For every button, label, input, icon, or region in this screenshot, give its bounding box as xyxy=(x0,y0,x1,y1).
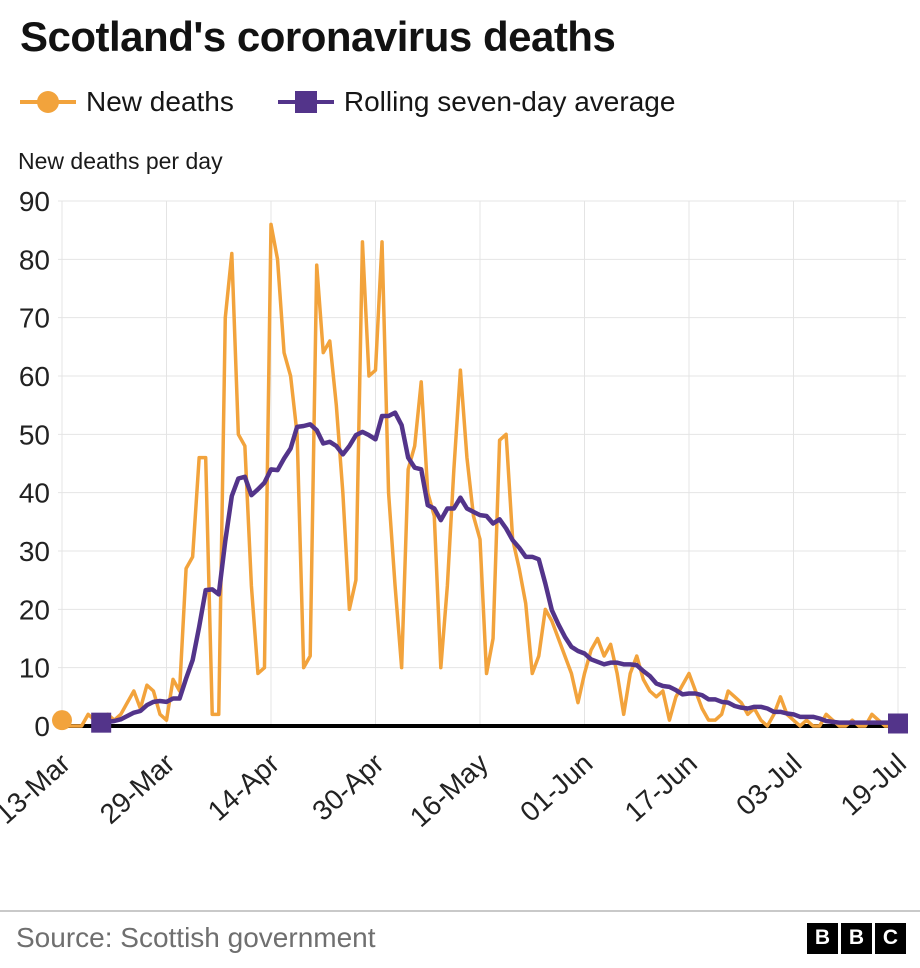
bbc-logo-letter: B xyxy=(841,922,872,954)
legend-label-new-deaths: New deaths xyxy=(86,86,234,118)
legend-label-rolling-average: Rolling seven-day average xyxy=(343,86,676,118)
x-tick-label: 29-Mar xyxy=(94,748,181,830)
rolling-average-line xyxy=(98,410,901,726)
x-tick-label: 30-Apr xyxy=(306,748,389,827)
y-tick-label: 70 xyxy=(19,303,50,334)
new-deaths-line xyxy=(60,222,900,728)
y-tick-label: 60 xyxy=(19,361,50,392)
y-tick-label: 10 xyxy=(19,653,50,684)
new-deaths-start-marker xyxy=(52,710,72,731)
new-deaths-legend-icon xyxy=(20,91,76,114)
y-tick-label: 20 xyxy=(19,595,50,626)
y-axis-title: New deaths per day xyxy=(18,148,223,175)
x-tick-label: 19-Jul xyxy=(835,748,912,822)
legend-item-new-deaths: New deaths xyxy=(20,86,234,118)
bbc-logo-letter: B xyxy=(807,922,838,954)
y-tick-label: 40 xyxy=(19,478,50,509)
y-tick-label: 80 xyxy=(19,245,50,276)
line-chart: 0 10 20 30 40 50 60 70 80 90 13-Mar 29-Mar 14-Apr 30-… xyxy=(0,186,912,834)
x-tick-label: 03-Jul xyxy=(730,748,807,822)
legend-item-rolling-average: Rolling seven-day average xyxy=(277,86,676,118)
chart-legend: New deaths Rolling seven-day average xyxy=(20,86,920,118)
bbc-logo-letter: C xyxy=(875,922,906,954)
source-text: Source: Scottish government xyxy=(16,922,376,953)
x-tick-label: 16-May xyxy=(404,748,494,834)
page-title: Scotland's coronavirus deaths xyxy=(20,13,616,60)
rolling-average-end-marker xyxy=(91,712,112,733)
bbc-logo: B B C xyxy=(807,922,906,954)
y-tick-label: 50 xyxy=(19,420,50,451)
rolling-average-legend-icon xyxy=(277,91,334,114)
rolling-average-end-marker xyxy=(888,713,908,734)
x-tick-label: 14-Apr xyxy=(202,748,285,827)
y-tick-label: 0 xyxy=(34,711,50,742)
y-tick-label: 90 xyxy=(19,186,50,217)
chart-footer: Source: Scottish government B B C xyxy=(0,910,920,968)
y-tick-label: 30 xyxy=(19,536,50,567)
x-tick-label: 01-Jun xyxy=(514,748,598,828)
x-tick-label: 13-Mar xyxy=(0,748,76,830)
x-tick-label: 17-Jun xyxy=(619,748,703,828)
